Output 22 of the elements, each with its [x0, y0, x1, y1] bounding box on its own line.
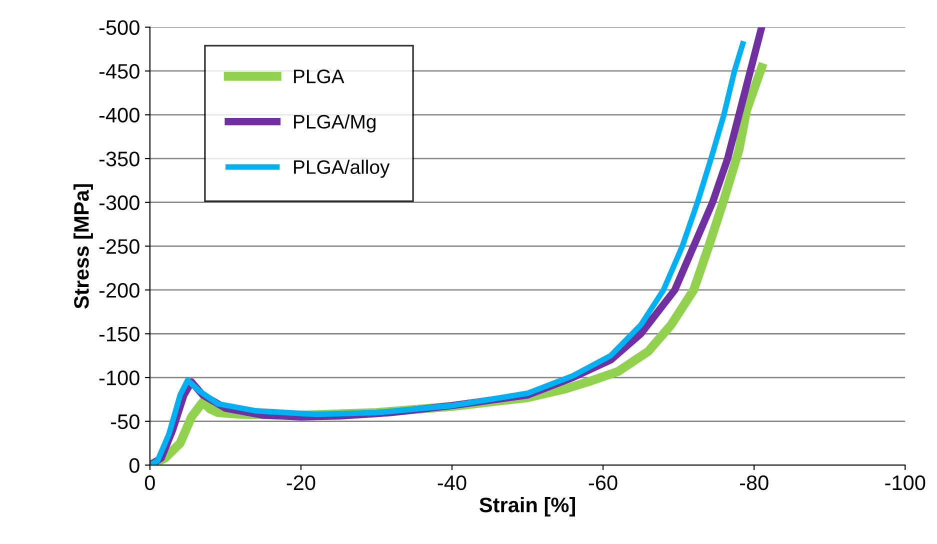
- x-tick-label: -40: [438, 475, 466, 490]
- y-tick-label: -100: [99, 370, 140, 386]
- y-tick-label: -50: [111, 414, 140, 430]
- legend-label: PLGA: [294, 70, 344, 84]
- y-axis-title: Stress [MPa]: [74, 184, 93, 309]
- x-tick-label: -60: [588, 475, 618, 490]
- legend-label: PLGA/Mg: [294, 114, 376, 132]
- y-tick-label: -150: [99, 326, 140, 342]
- y-tick-label: -500: [99, 20, 140, 35]
- x-tick-label: 0: [144, 475, 155, 490]
- y-tick-label: -300: [99, 195, 140, 210]
- legend-label: PLGA/alloy: [294, 160, 390, 178]
- x-axis-title: Strain [%]: [480, 497, 575, 516]
- y-tick-label: -250: [99, 239, 140, 254]
- y-tick-label: -400: [99, 108, 140, 123]
- x-tick-label: -20: [286, 475, 316, 490]
- y-tick-label: -200: [99, 282, 140, 298]
- y-tick-label: -450: [99, 64, 140, 79]
- y-tick-label: -350: [99, 152, 140, 166]
- x-tick-label: -80: [740, 475, 768, 490]
- x-tick-label: -100: [885, 475, 926, 490]
- y-tick-label: 0: [129, 458, 140, 473]
